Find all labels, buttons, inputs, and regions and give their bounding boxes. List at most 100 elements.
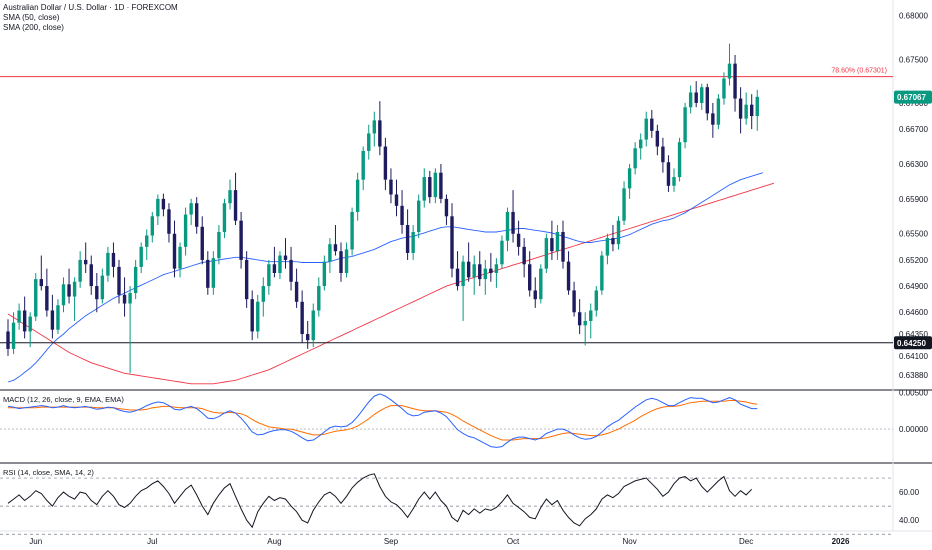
candle-body	[22, 310, 27, 332]
candle-body	[722, 78, 726, 99]
candle-body	[372, 120, 376, 134]
candle	[577, 299, 582, 335]
candle	[89, 255, 93, 295]
candle-body	[139, 246, 143, 267]
candle-body	[95, 286, 99, 300]
candle	[500, 235, 504, 269]
candle	[722, 72, 726, 105]
sma50-legend[interactable]: SMA (50, close)	[3, 13, 60, 22]
candle-body	[133, 266, 138, 294]
candle	[372, 111, 376, 147]
rsi-tick-label: 40.00	[899, 516, 920, 525]
candle	[350, 207, 354, 256]
candle	[172, 220, 177, 278]
candle	[705, 83, 709, 121]
candle	[333, 225, 338, 256]
time-tick-label: Dec	[739, 537, 753, 546]
candle-body	[89, 264, 93, 287]
candle-body	[688, 92, 693, 108]
chart-legend: Australian Dollar / U.S. Dollar · 1D · F…	[3, 3, 178, 33]
candle	[222, 198, 227, 239]
candle	[167, 203, 171, 243]
candles[interactable]	[6, 43, 759, 374]
price-axis[interactable]: 0.680000.675000.670000.667000.663000.659…	[894, 12, 932, 525]
candle	[283, 238, 288, 269]
candle-body	[172, 233, 177, 269]
candle-body	[72, 281, 77, 297]
candle	[516, 220, 521, 256]
fib-level-label: 78.60% (0.67301)	[831, 68, 887, 75]
price-tick-label: 0.65500	[899, 230, 928, 239]
candle	[750, 94, 754, 130]
candle-body	[505, 211, 510, 241]
sma200-legend[interactable]: SMA (200, close)	[3, 23, 64, 32]
candle-body	[283, 255, 288, 260]
candle	[200, 216, 204, 265]
time-axis[interactable]: JunJulAugSepOctNovDec2026Feb	[29, 537, 932, 546]
candle-body	[278, 255, 282, 273]
candle-body	[128, 293, 132, 304]
candle	[661, 137, 665, 173]
candle-body	[572, 290, 576, 313]
candle	[600, 251, 604, 295]
candle-body	[622, 188, 626, 221]
candle-body	[17, 310, 21, 323]
price-tick-label: 0.64600	[899, 308, 928, 317]
candle-body	[677, 142, 682, 178]
candle	[122, 277, 127, 317]
candle-body	[56, 305, 60, 330]
candle	[128, 286, 132, 374]
candle	[322, 255, 327, 291]
candle-body	[211, 258, 216, 288]
candle-body	[106, 252, 110, 276]
macd-pane-title: MACD (12, 26, close, 9, EMA, EMA)	[3, 395, 124, 404]
price-tick-label: 0.64900	[899, 282, 928, 291]
candle	[78, 251, 82, 288]
candle	[589, 303, 593, 339]
candle-body	[272, 264, 277, 273]
candle-body	[189, 203, 193, 215]
candle-body	[11, 322, 16, 349]
candle-body	[317, 286, 321, 311]
candle-body	[694, 92, 698, 103]
price-tick-label: 0.64350	[899, 330, 928, 339]
candle	[117, 259, 121, 304]
candle	[394, 179, 399, 217]
candle-body	[67, 284, 71, 297]
candle	[700, 83, 704, 110]
candle-body	[339, 251, 343, 273]
candle	[195, 197, 199, 234]
candle-body	[589, 310, 593, 321]
candle-body	[306, 334, 310, 341]
candle-body	[744, 104, 748, 119]
candle	[688, 85, 693, 114]
candle	[355, 172, 360, 221]
candle-body	[300, 301, 304, 335]
candle	[211, 251, 216, 295]
candle	[106, 246, 110, 282]
candle-body	[228, 190, 232, 204]
candle	[744, 92, 748, 125]
candle	[572, 281, 576, 317]
candle	[206, 251, 210, 295]
time-tick-label: Sep	[384, 537, 399, 546]
candle-body	[605, 238, 610, 256]
candle	[455, 251, 460, 291]
candle	[11, 312, 16, 355]
symbol-title[interactable]: Australian Dollar / U.S. Dollar · 1D · F…	[3, 3, 178, 12]
support-price-tag-text: 0.64250	[897, 339, 926, 348]
macd-tick-label: 0.00500	[899, 388, 928, 397]
candle	[444, 194, 449, 226]
rsi-tick-label: 60.00	[899, 488, 920, 497]
candle	[738, 87, 743, 134]
price-levels: 78.60% (0.67301)	[0, 68, 893, 344]
candle	[261, 277, 265, 317]
current-price-tag-bg	[894, 90, 932, 104]
candle	[627, 163, 632, 199]
current-price-tag-text: 0.67067	[897, 93, 926, 102]
candle-body	[122, 294, 127, 304]
candle-body	[516, 233, 521, 247]
candle-body	[611, 238, 615, 245]
candle	[111, 242, 116, 278]
